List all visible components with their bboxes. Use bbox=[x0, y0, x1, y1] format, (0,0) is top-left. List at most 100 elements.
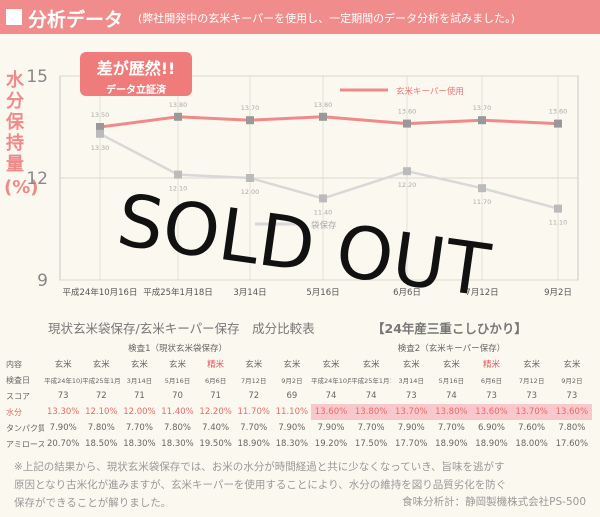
table-cell: 17.60% bbox=[555, 439, 589, 449]
table-cell: 73 bbox=[57, 391, 69, 401]
x-tick-label: 3月14日 bbox=[233, 288, 266, 298]
data-point bbox=[478, 116, 486, 125]
table-group-row: 検査1（現状玄米袋保存） 検査2（玄米キーパー保存） bbox=[4, 340, 592, 356]
moisture-line-chart: 9 12 15 平成24年10月16日 平成25年1月18日 3月14日 5月16日 6月6日… bbox=[26, 67, 579, 298]
table-cell: 13.70% bbox=[511, 404, 552, 420]
table-cell: 73 bbox=[526, 391, 538, 401]
page-subtitle: (弊社開発中の玄米キーパーを使用し、一定期間のデータ分析を試みました。) bbox=[138, 12, 515, 25]
table-cell: 5月16日 bbox=[164, 377, 191, 385]
header-square-icon bbox=[6, 9, 22, 25]
x-tick-label: 6月6日 bbox=[393, 288, 421, 298]
table-cell: 11.10% bbox=[275, 407, 309, 417]
row-label: タンパク質 bbox=[6, 423, 45, 433]
note-line-3: 保存ができることが解りました。 bbox=[14, 497, 172, 509]
table-cell: 17.50% bbox=[354, 439, 388, 449]
data-point bbox=[319, 194, 327, 203]
table-cell: 69 bbox=[286, 391, 298, 401]
data-label: 13.80 bbox=[169, 101, 188, 109]
note-line-2: 原因となり古米化が進みますが、玄米キーパーを使用することにより、水分の維持を図り… bbox=[14, 479, 507, 491]
x-tick-label: 9月2日 bbox=[544, 288, 572, 298]
data-point bbox=[246, 174, 254, 182]
data-label: 12.10 bbox=[169, 185, 188, 193]
table-cell: 9月2日 bbox=[281, 377, 303, 385]
x-tick-label: 平成24年10月16日 bbox=[63, 287, 138, 298]
y-tick-label: 9 bbox=[37, 271, 48, 291]
data-label: 13.70 bbox=[241, 104, 260, 112]
table-cell: 玄米 bbox=[169, 360, 187, 370]
table-cell: 玄米 bbox=[130, 360, 148, 370]
table-cell: 73 bbox=[566, 391, 578, 401]
table-cell: 12.00% bbox=[123, 407, 156, 417]
table-row-protein: タンパク質 7.90% 7.80% 7.70% 7.80% 7.40% 7.70% 7.90%… bbox=[4, 420, 592, 436]
table-cell: 19.50% bbox=[199, 439, 232, 449]
data-point bbox=[174, 112, 182, 121]
table-cell: 7.60% bbox=[518, 423, 546, 433]
table-cell: 73 bbox=[486, 391, 497, 401]
comparison-table: 検査1（現状玄米袋保存） 検査2（玄米キーパー保存） 内容 玄米 玄米 玄米 玄米 精米 玄… bbox=[4, 340, 592, 452]
table-cell: 73 bbox=[405, 391, 417, 401]
table-cell: 7.40% bbox=[202, 423, 230, 433]
data-label: 11.70 bbox=[473, 198, 492, 206]
x-tick-label: 5月16日 bbox=[306, 288, 339, 298]
table-cell: 7.80% bbox=[558, 423, 586, 433]
data-point bbox=[478, 184, 486, 193]
highlight-badge: 差が歴然!! データ立証済 bbox=[80, 52, 192, 96]
data-label: 13.60 bbox=[549, 108, 568, 116]
table-cell: 18.90% bbox=[237, 439, 270, 449]
table-cell: 18.90% bbox=[475, 439, 508, 449]
table-dates-row: 検査日平成24年10月16日平成25年1月18日3月14日5月16日6月6日7月… bbox=[4, 372, 592, 388]
row-label: 内容 bbox=[6, 359, 22, 369]
data-point bbox=[403, 167, 411, 176]
table-cell: 7.70% bbox=[357, 423, 385, 433]
table-cell: 20.70% bbox=[46, 439, 80, 449]
x-tick-label: 平成25年1月18日 bbox=[143, 287, 213, 298]
table-cell: 72 bbox=[95, 391, 107, 401]
data-point bbox=[319, 112, 327, 121]
table-cell: 7.80% bbox=[87, 423, 115, 433]
table-cell: 平成24年10月16日 bbox=[310, 377, 352, 385]
x-tick-label: 7月12日 bbox=[465, 288, 498, 298]
table-cell: 玄米 bbox=[402, 360, 420, 370]
table-cell: 7.70% bbox=[240, 423, 268, 433]
table-row-score: スコア 73 72 71 70 71 72 69 74 74 73 74 73 73 73 bbox=[4, 388, 592, 404]
table-cell: 6月6日 bbox=[480, 377, 503, 385]
data-label: 13.70 bbox=[473, 104, 492, 112]
table-cell: 12.10% bbox=[85, 407, 118, 417]
table-cell: 13.30% bbox=[46, 407, 80, 417]
table-cell: 11.40% bbox=[161, 407, 194, 417]
table-cell: 72 bbox=[248, 391, 260, 401]
table-cell: 5月16日 bbox=[438, 377, 465, 385]
table-cell: 18.50% bbox=[85, 439, 118, 449]
table-cell: 玄米 bbox=[563, 360, 581, 370]
row-label: 水分 bbox=[6, 407, 22, 417]
table-cell: 7.90% bbox=[49, 423, 77, 433]
row-label: アミロース bbox=[6, 439, 45, 449]
y-tick-label: 15 bbox=[26, 67, 48, 87]
data-point bbox=[174, 170, 182, 179]
table-cell: 18.90% bbox=[435, 439, 468, 449]
table-cell: 74 bbox=[325, 391, 337, 401]
table-cell: 玄米 bbox=[322, 360, 340, 370]
table-cell: 71 bbox=[133, 391, 145, 401]
table-cell: 19.20% bbox=[314, 439, 348, 449]
data-point bbox=[554, 204, 562, 213]
y-tick-label: 12 bbox=[26, 169, 48, 189]
table-cell: 平成24年10月16日 bbox=[44, 377, 82, 385]
table-cell: 70 bbox=[172, 391, 183, 401]
table-cell: 玄米 bbox=[54, 360, 72, 370]
table-cell: 9月2日 bbox=[561, 377, 583, 385]
data-label: 11.10 bbox=[549, 219, 568, 227]
table-title: 現状玄米袋保存/玄米キーパー保存 成分比較表 bbox=[48, 321, 315, 336]
table-cell: 18.30% bbox=[275, 439, 309, 449]
table-cell: 13.60% bbox=[471, 404, 512, 420]
data-point bbox=[554, 119, 562, 128]
data-point bbox=[96, 129, 104, 138]
table-title-variety: 【24年産三重こしひかり】 bbox=[372, 321, 527, 336]
table-cell: 7.90% bbox=[397, 423, 425, 433]
data-label: 12.20 bbox=[398, 181, 417, 189]
table-cell: 玄米 bbox=[92, 360, 110, 370]
legend-label: 玄米キーパー使用 bbox=[396, 86, 464, 97]
data-point bbox=[96, 123, 104, 131]
data-label: 13.30 bbox=[91, 144, 110, 152]
badge-subline: データ立証済 bbox=[106, 85, 166, 96]
